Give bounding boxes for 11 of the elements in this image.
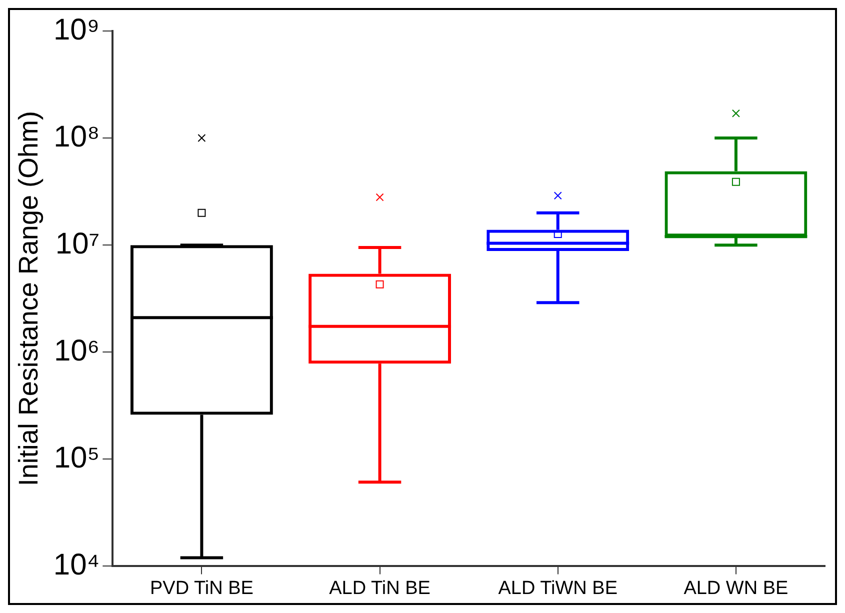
y-tick-label: 10⁸	[54, 120, 100, 154]
y-tick-label: 10⁵	[54, 441, 100, 474]
x-tick-label: PVD TiN BE	[150, 578, 254, 599]
x-tick-label: ALD WN BE	[684, 578, 788, 599]
x-tick-label: ALD TiWN BE	[498, 578, 618, 599]
y-tick-label: 10⁷	[55, 227, 100, 260]
y-tick-label: 10⁹	[53, 13, 100, 46]
y-tick-label: 10⁴	[53, 548, 100, 582]
x-tick-label: ALD TiN BE	[329, 578, 430, 599]
y-tick-label: 10⁶	[54, 334, 100, 368]
y-axis-title: Initial Resistance Range (Ohm)	[14, 111, 44, 486]
